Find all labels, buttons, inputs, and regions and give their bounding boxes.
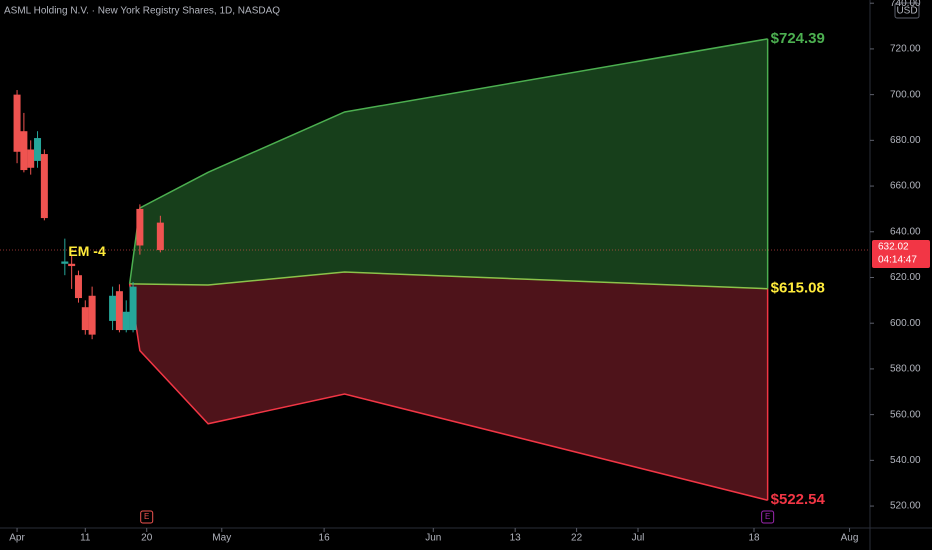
x-tick-label: 18 bbox=[748, 533, 760, 544]
chart-title: ASML Holding N.V. · New York Registry Sh… bbox=[4, 6, 280, 17]
earnings-label: E bbox=[144, 512, 149, 521]
x-tick-label: Jul bbox=[632, 533, 645, 544]
band-fill bbox=[129, 272, 768, 501]
candle-body bbox=[115, 291, 123, 331]
countdown: 04:14:47 bbox=[878, 255, 917, 266]
candle-body bbox=[122, 311, 130, 331]
y-tick-label: 620.00 bbox=[890, 272, 921, 283]
last-price-badge bbox=[872, 240, 930, 269]
y-tick-label: 600.00 bbox=[890, 318, 921, 329]
annotation: EM -4 bbox=[68, 243, 106, 259]
last-price-label: 632.02 bbox=[878, 242, 909, 253]
y-tick-label: 660.00 bbox=[890, 181, 921, 192]
candle-body bbox=[88, 295, 96, 335]
y-tick-label: 720.00 bbox=[890, 44, 921, 55]
earnings-marker bbox=[140, 510, 154, 524]
x-tick-label: 20 bbox=[141, 533, 153, 544]
y-tick-label: 680.00 bbox=[890, 135, 921, 146]
band-line bbox=[129, 271, 768, 290]
candle-body bbox=[13, 94, 21, 152]
x-tick-label: Apr bbox=[9, 533, 25, 544]
candle-body bbox=[136, 208, 144, 246]
candle-body bbox=[129, 286, 137, 331]
band-label: $724.39 bbox=[771, 30, 825, 47]
y-tick-label: 560.00 bbox=[890, 409, 921, 420]
band-label: $615.08 bbox=[771, 280, 825, 297]
y-tick-label: 640.00 bbox=[890, 226, 921, 237]
y-tick-label: 700.00 bbox=[890, 89, 921, 100]
x-tick-label: Jun bbox=[425, 533, 441, 544]
candle-body bbox=[156, 222, 164, 251]
x-tick-label: 16 bbox=[319, 533, 331, 544]
band-fill bbox=[129, 38, 768, 289]
x-tick-label: 11 bbox=[80, 533, 91, 544]
x-tick-label: 13 bbox=[510, 533, 522, 544]
currency[interactable]: USD bbox=[896, 6, 917, 17]
y-tick-label: 580.00 bbox=[890, 364, 921, 375]
earnings-marker bbox=[761, 510, 775, 524]
band-label: $522.54 bbox=[771, 491, 826, 508]
candle-body bbox=[109, 295, 117, 321]
candle-body bbox=[40, 154, 48, 219]
candle-body bbox=[27, 149, 35, 168]
candle-body bbox=[68, 263, 76, 267]
x-tick-label: 22 bbox=[571, 533, 583, 544]
y-tick-label: 540.00 bbox=[890, 455, 921, 466]
candle-body bbox=[81, 307, 89, 331]
candle-body bbox=[74, 275, 82, 299]
candle-body bbox=[20, 131, 28, 171]
y-tick-label: 520.00 bbox=[890, 501, 921, 512]
y-tick-label: 740.00 bbox=[890, 0, 921, 9]
earnings-label: E bbox=[765, 512, 770, 521]
x-tick-label: Aug bbox=[841, 533, 859, 544]
candle-body bbox=[61, 261, 69, 264]
x-tick-label: May bbox=[212, 533, 231, 544]
currency-box[interactable] bbox=[894, 2, 920, 19]
candle-body bbox=[34, 138, 42, 161]
